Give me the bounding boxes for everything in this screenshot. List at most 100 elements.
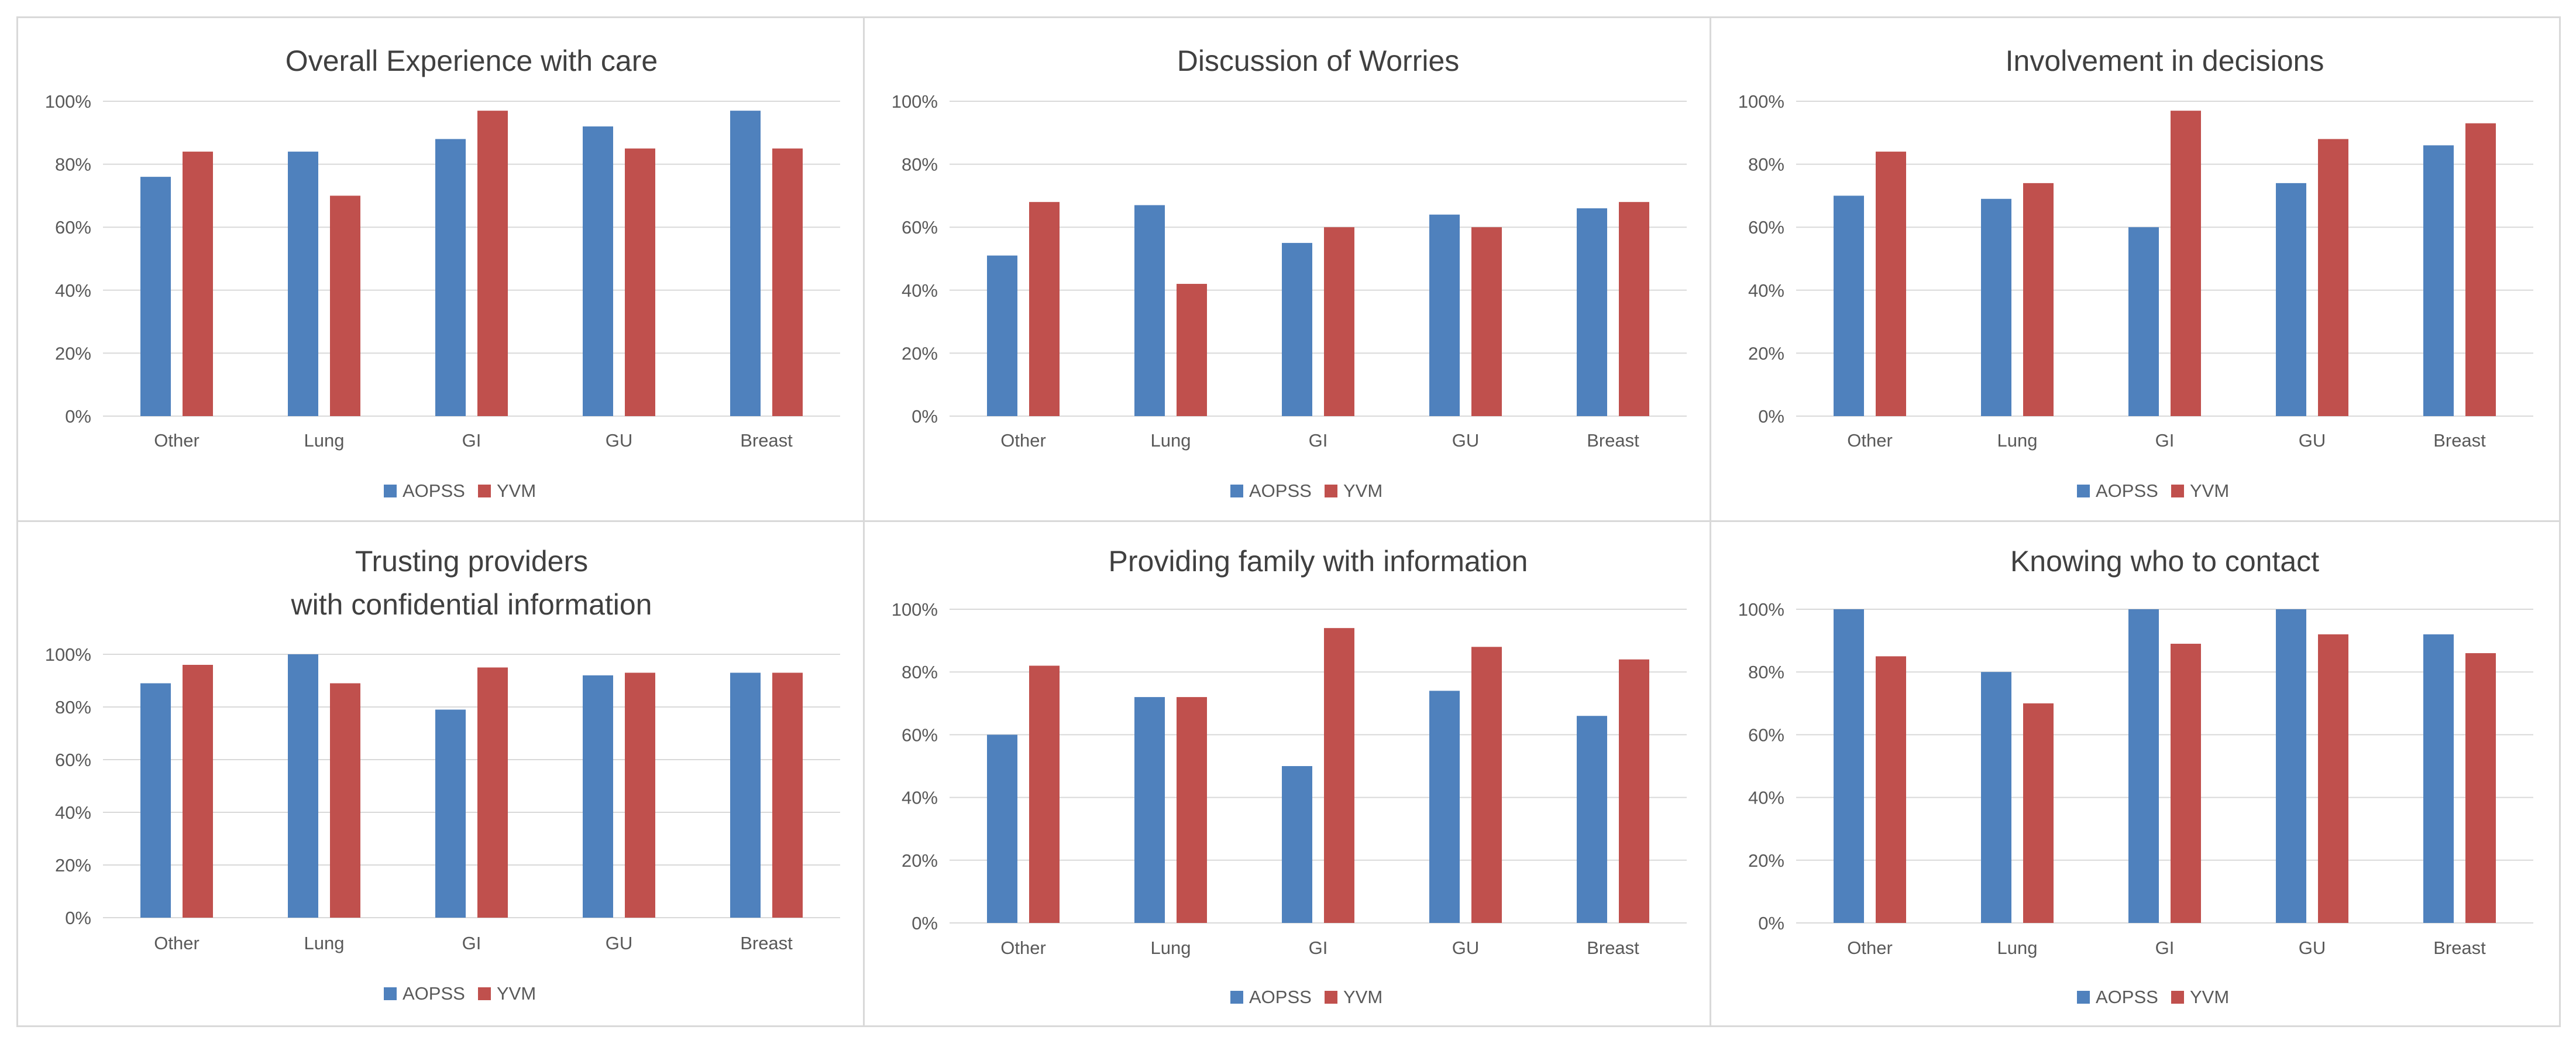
y-tick-label: 0% [912,913,938,933]
legend-label-aopss: AOPSS [2096,987,2158,1007]
chart-panel-6: Knowing who to contact 0% 20% 40% 60% 80% 100%… [1710,520,2561,1027]
bar-yvm-lung [2023,703,2054,923]
bar-yvm-gi [2171,643,2201,923]
bar-yvm-gi [1324,628,1354,923]
legend-swatch-yvm [478,485,491,497]
bar-yvm-gu [625,148,655,416]
y-tick-label: 40% [55,280,91,301]
bar-yvm-gi [2171,111,2201,416]
y-tick-label: 80% [902,662,938,682]
x-category-label: GI [2155,430,2175,451]
y-tick-label: 80% [1748,155,1784,175]
chart-title: Providing family with information [1109,545,1528,578]
legend-label-yvm: YVM [497,480,536,501]
bar-aopss-gi [1282,766,1312,923]
x-category-label: GU [1452,938,1480,958]
chart-svg: Overall Experience with care 0% 20% 40% 60% 8… [45,44,840,501]
bar-aopss-breast [2423,145,2454,416]
legend-label-yvm: YVM [2190,987,2229,1007]
bar-aopss-lung [1981,198,2011,416]
chart-panel-1: Overall Experience with care 0% 20% 40% 60% 8… [16,16,865,522]
bar-aopss-lung [1981,672,2011,923]
chart-title: Involvement in decisions [2006,44,2324,77]
y-tick-label: 100% [892,599,938,620]
legend-swatch-aopss [2077,485,2090,497]
x-category-label: Other [1847,938,1893,958]
x-category-label: Lung [1997,938,2038,958]
y-tick-label: 0% [1758,406,1784,427]
x-category-label: GI [462,430,482,451]
bar-aopss-other [987,734,1017,923]
chart-title: Knowing who to contact [2010,545,2319,578]
y-tick-label: 80% [902,155,938,175]
bar-yvm-other [183,665,213,918]
bar-aopss-gi [2128,609,2159,923]
y-tick-label: 20% [55,855,91,876]
bar-yvm-breast [772,672,803,918]
x-category-label: Breast [740,933,793,953]
y-tick-label: 80% [55,155,91,175]
legend-swatch-aopss [1230,485,1243,497]
bar-aopss-other [987,255,1017,416]
chart-svg: Providing family with information 0% 20% 40… [892,545,1687,1007]
bar-aopss-breast [730,111,761,416]
bar-yvm-breast [2465,123,2496,416]
chart-title: Trusting providers [355,545,588,578]
y-tick-label: 60% [1748,217,1784,238]
y-tick-label: 100% [1738,599,1784,620]
x-category-label: Breast [2433,430,2486,451]
bar-yvm-gu [2318,634,2348,923]
bar-aopss-other [140,177,171,416]
bar-yvm-breast [772,148,803,416]
bar-yvm-gi [1324,227,1354,416]
x-category-label: Breast [1587,430,1639,451]
y-tick-label: 40% [902,280,938,301]
y-tick-label: 20% [55,343,91,363]
bar-aopss-lung [288,654,318,918]
x-category-label: GU [606,933,633,953]
bar-aopss-other [1834,195,1864,416]
y-tick-label: 100% [45,644,91,665]
chart-panel-2: Discussion of Worries 0% 20% 40% 60% 80% 100% O… [863,16,1711,522]
bar-aopss-breast [1577,716,1607,923]
legend-label-aopss: AOPSS [2096,480,2158,501]
y-tick-label: 60% [1748,725,1784,745]
y-tick-label: 20% [902,850,938,871]
y-tick-label: 100% [45,91,91,112]
bar-aopss-breast [730,672,761,918]
bar-yvm-other [1029,202,1060,416]
chart-panel-3: Involvement in decisions 0% 20% 40% 60% 80% 10… [1710,16,2561,522]
y-tick-label: 20% [902,343,938,363]
legend-swatch-aopss [384,987,397,1000]
bar-aopss-other [1834,609,1864,923]
bar-yvm-gu [2318,139,2348,416]
bar-aopss-other [140,683,171,918]
chart-panel-5: Providing family with information 0% 20% 40… [863,520,1711,1027]
legend-swatch-aopss [384,485,397,497]
chart-svg: Trusting providers with confidential info… [45,545,840,1004]
legend-swatch-yvm [1325,485,1337,497]
bar-yvm-lung [1177,697,1207,923]
y-tick-label: 60% [55,217,91,238]
chart-title: Discussion of Worries [1177,44,1460,77]
y-tick-label: 40% [55,802,91,823]
x-category-label: Other [154,430,200,451]
x-category-label: GU [2299,430,2326,451]
bar-yvm-gu [1471,647,1502,923]
x-category-label: Breast [1587,938,1639,958]
chart-svg: Discussion of Worries 0% 20% 40% 60% 80% 100% O… [892,44,1687,501]
chart-svg: Knowing who to contact 0% 20% 40% 60% 80% 100%… [1738,545,2533,1007]
y-tick-label: 100% [1738,91,1784,112]
bar-aopss-lung [1134,697,1165,923]
y-tick-label: 40% [902,788,938,808]
x-category-label: GU [1452,430,1480,451]
x-category-label: GI [1309,430,1328,451]
legend-label-aopss: AOPSS [1249,987,1312,1007]
chart-svg: Involvement in decisions 0% 20% 40% 60% 80% 10… [1738,44,2533,501]
bar-yvm-breast [1619,202,1649,416]
bar-yvm-lung [330,195,360,416]
x-category-label: GI [462,933,482,953]
x-category-label: Lung [1151,430,1191,451]
legend-swatch-yvm [478,987,491,1000]
legend-swatch-aopss [1230,991,1243,1004]
